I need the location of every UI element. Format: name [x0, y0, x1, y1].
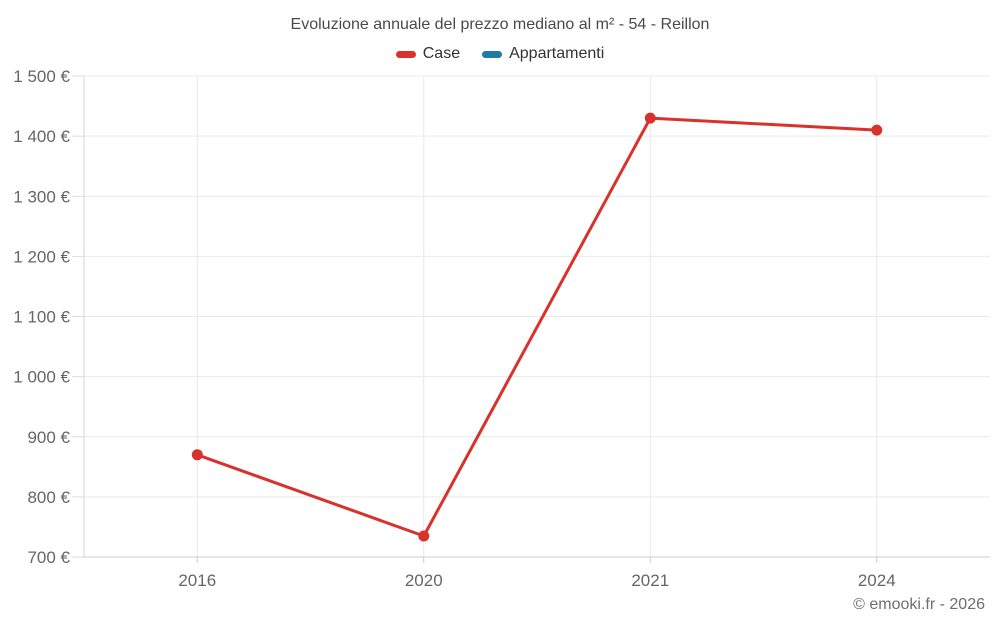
y-tick-label-1100: 1 100 € — [13, 308, 70, 327]
y-tick-label-1000: 1 000 € — [13, 368, 70, 387]
x-tick-label-2021: 2021 — [631, 571, 669, 590]
y-tick-label-800: 800 € — [27, 488, 70, 507]
data-point-case-2024[interactable] — [871, 124, 883, 136]
copyright-credit: © emooki.fr - 2026 — [853, 596, 985, 613]
legend-label-appartamenti: Appartamenti — [509, 45, 605, 62]
y-tick-label-700: 700 € — [27, 548, 70, 567]
chart-legend: Case Appartamenti — [0, 45, 1000, 63]
data-point-case-2021[interactable] — [644, 112, 656, 124]
y-tick-label-1400: 1 400 € — [13, 127, 70, 146]
x-tick-label-2020: 2020 — [405, 571, 443, 590]
legend-label-case: Case — [422, 45, 461, 62]
legend-swatch-appartamenti — [482, 50, 503, 58]
y-tick-label-900: 900 € — [27, 428, 70, 447]
series-line-case — [195, 116, 879, 538]
legend-swatch-case — [395, 50, 416, 58]
x-tick-label-2024: 2024 — [858, 571, 896, 590]
x-tick-label-2016: 2016 — [178, 571, 216, 590]
y-tick-label-1200: 1 200 € — [13, 247, 70, 266]
y-tick-label-1500: 1 500 € — [13, 67, 70, 86]
legend-item-appartamenti[interactable]: Appartamenti — [482, 45, 604, 63]
legend-item-case[interactable]: Case — [395, 45, 461, 63]
y-tick-label-1300: 1 300 € — [13, 187, 70, 206]
data-point-case-2020[interactable] — [418, 530, 430, 542]
data-point-case-2016[interactable] — [191, 449, 203, 461]
chart-title: Evoluzione annuale del prezzo mediano al… — [290, 16, 710, 33]
